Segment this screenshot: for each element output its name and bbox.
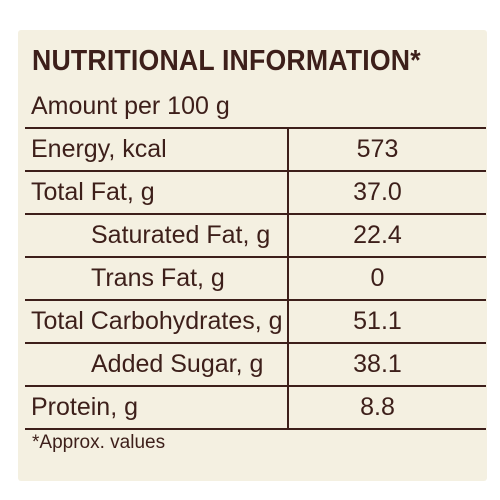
serving-row: Amount per 100 g [25, 86, 486, 128]
row-value: 51.1 [287, 299, 486, 343]
serving-label: Amount per 100 g [31, 92, 230, 120]
row-label: Total Fat, g [25, 170, 288, 214]
footnote: *Approx. values [32, 432, 166, 453]
row-value: 22.4 [287, 213, 486, 257]
row-label: Trans Fat, g [25, 256, 288, 300]
table-row: Protein, g 8.8 [25, 385, 486, 430]
table-row: Energy, kcal 573 [25, 127, 486, 171]
table-row: Saturated Fat, g 22.4 [25, 213, 486, 257]
row-value: 38.1 [287, 342, 486, 386]
row-value: 8.8 [287, 385, 486, 430]
panel-title: NUTRITIONAL INFORMATION* [32, 45, 421, 77]
row-label: Added Sugar, g [25, 342, 288, 386]
nutrition-table: Amount per 100 g Energy, kcal 573 Total … [25, 86, 486, 430]
row-value: 0 [287, 256, 486, 300]
table-row: Total Carbohydrates, g 51.1 [25, 299, 486, 343]
row-label: Protein, g [25, 385, 288, 430]
row-value: 37.0 [287, 170, 486, 214]
row-value: 573 [287, 127, 486, 171]
row-label: Total Carbohydrates, g [25, 299, 288, 343]
row-label: Energy, kcal [25, 127, 288, 171]
table-row: Trans Fat, g 0 [25, 256, 486, 300]
table-row: Added Sugar, g 38.1 [25, 342, 486, 386]
table-row: Total Fat, g 37.0 [25, 170, 486, 214]
row-label: Saturated Fat, g [25, 213, 288, 257]
